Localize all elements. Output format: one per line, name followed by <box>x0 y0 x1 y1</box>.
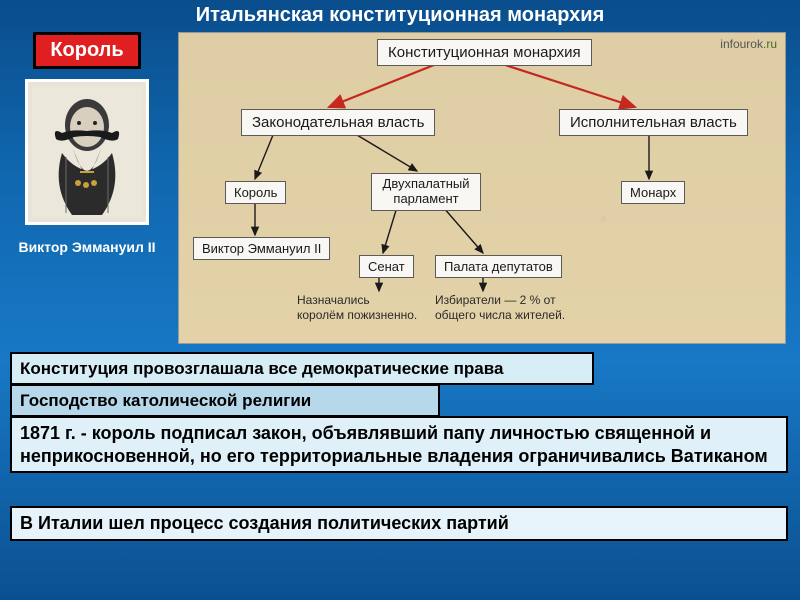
textbox-parties: В Италии шел процесс создания политическ… <box>10 506 788 541</box>
edge-root-exec <box>499 63 635 107</box>
left-column: Король Виктор Эммануил II <box>12 32 162 255</box>
node-dep: Палата депутатов <box>435 255 562 278</box>
node-root: Конституционная монархия <box>377 39 592 66</box>
edge-root-leg <box>329 63 439 107</box>
note-n1: Назначалиськоролём пожизненно. <box>297 293 417 323</box>
edge-parl-dep <box>443 207 483 253</box>
portrait-frame <box>25 79 149 225</box>
node-leg: Законодательная власть <box>241 109 435 136</box>
edge-leg-king <box>255 135 273 179</box>
diagram-panel: infourok.ru Конституционная монархия Зако… <box>178 32 786 344</box>
king-label-box: Король <box>33 32 140 69</box>
watermark: infourok.ru <box>720 37 777 51</box>
portrait-caption: Виктор Эммануил II <box>18 239 155 255</box>
node-sen: Сенат <box>359 255 414 278</box>
portrait-illustration <box>32 87 142 217</box>
node-parl: Двухпалатныйпарламент <box>371 173 481 211</box>
edge-parl-sen <box>383 207 397 253</box>
watermark-b: .ru <box>763 37 777 51</box>
node-exec: Исполнительная власть <box>559 109 748 136</box>
node-vik: Виктор Эммануил II <box>193 237 330 260</box>
textbox-religion: Господство католической религии <box>10 384 440 417</box>
edge-leg-parl <box>357 135 417 171</box>
textbox-law-1871: 1871 г. - король подписал закон, объявля… <box>10 416 788 473</box>
watermark-a: infourok <box>720 37 763 51</box>
note-n2: Избиратели — 2 % отобщего числа жителей. <box>435 293 565 323</box>
textbox-constitution: Конституция провозглашала все демократич… <box>10 352 594 385</box>
node-mon: Монарх <box>621 181 685 204</box>
slide-title: Итальянская конституционная монархия <box>0 0 800 27</box>
node-king: Король <box>225 181 286 204</box>
